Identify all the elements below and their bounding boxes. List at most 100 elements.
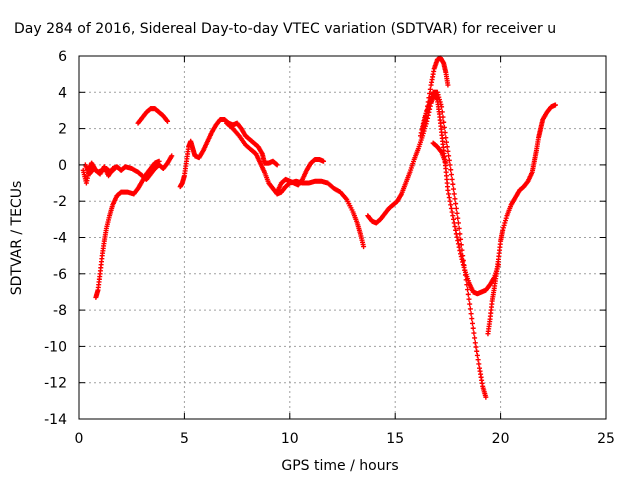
y-tick-label: 2 — [58, 122, 67, 138]
data-point — [437, 99, 443, 105]
x-tick-label: 20 — [492, 431, 510, 447]
data-point — [444, 144, 450, 150]
data-point — [459, 247, 465, 253]
y-tick-label: -8 — [53, 303, 67, 319]
data-point — [450, 181, 456, 187]
data-point — [450, 213, 456, 219]
data-point — [470, 325, 476, 331]
data-point — [446, 153, 452, 159]
series-12 — [485, 102, 558, 337]
data-point — [463, 277, 469, 283]
axis-ticks: 0 5 10 15 20 25 -14 -12 -10 -8 -6 -4 -2 0 2 4 6 — [44, 49, 615, 447]
data-point — [424, 107, 430, 113]
data-point — [476, 361, 482, 367]
data-point — [469, 316, 475, 322]
data-point — [435, 92, 441, 98]
data-point — [420, 123, 426, 129]
series-8 — [365, 91, 501, 297]
data-point — [164, 117, 170, 123]
data-point — [502, 220, 508, 226]
data-point — [274, 162, 280, 168]
data-point — [442, 130, 448, 136]
y-tick-label: -12 — [44, 376, 67, 392]
data-point — [452, 196, 458, 202]
data-point — [465, 291, 471, 297]
data-point — [448, 202, 454, 208]
chart-title: Day 284 of 2016, Sidereal Day-to-day VTE… — [14, 21, 556, 37]
data-point — [427, 91, 433, 97]
y-tick-label: -6 — [53, 267, 67, 283]
data-point — [453, 227, 459, 233]
series-3 — [82, 162, 118, 177]
data-point — [469, 320, 475, 326]
data-point — [464, 282, 470, 288]
data-point — [447, 162, 453, 168]
data-point — [500, 227, 506, 233]
data-point — [467, 301, 473, 307]
data-point — [436, 97, 442, 103]
data-point — [453, 201, 459, 207]
x-tick-label: 10 — [281, 431, 299, 447]
data-point — [451, 220, 457, 226]
data-point — [455, 238, 461, 244]
data-point — [455, 220, 461, 226]
data-point — [451, 191, 457, 197]
data-point — [436, 94, 442, 100]
data-point — [448, 172, 454, 178]
data-point — [439, 104, 445, 110]
y-tick-label: 6 — [58, 49, 67, 65]
series-7 — [274, 156, 327, 195]
data-point — [446, 157, 452, 163]
data-point — [447, 198, 453, 204]
data-point — [448, 167, 454, 173]
data-point — [474, 348, 480, 354]
data-point — [483, 394, 489, 400]
x-tick-label: 0 — [75, 431, 84, 447]
data-point — [112, 166, 118, 172]
data-point — [425, 99, 431, 105]
data-point — [446, 191, 452, 197]
data-point — [421, 120, 427, 126]
data-point — [458, 236, 464, 242]
data-point — [457, 231, 463, 237]
series-11 — [430, 140, 449, 166]
data-point — [165, 118, 171, 124]
y-tick-label: 4 — [58, 85, 67, 101]
data-point — [418, 130, 424, 136]
y-tick-label: -4 — [53, 231, 67, 247]
data-point — [445, 82, 451, 88]
data-series — [80, 55, 558, 400]
series-10 — [420, 55, 451, 132]
data-point — [441, 119, 447, 125]
data-point — [443, 135, 449, 141]
data-point — [452, 224, 458, 230]
series-2 — [93, 158, 162, 300]
y-tick-label: -2 — [53, 194, 67, 210]
data-point — [472, 335, 478, 341]
series-4 — [135, 106, 171, 126]
data-point — [460, 253, 466, 259]
data-point — [455, 241, 461, 247]
data-point — [503, 215, 509, 221]
data-point — [422, 117, 428, 123]
data-point — [451, 216, 457, 222]
x-axis-label: GPS time / hours — [281, 458, 398, 474]
data-point — [443, 160, 449, 166]
data-point — [449, 209, 455, 215]
data-point — [420, 126, 426, 132]
data-point — [460, 257, 466, 263]
data-point — [467, 306, 473, 312]
data-point — [451, 186, 457, 192]
x-tick-label: 25 — [597, 431, 615, 447]
data-point — [501, 222, 507, 228]
data-point — [446, 195, 452, 201]
data-point — [443, 139, 449, 145]
data-point — [434, 89, 440, 95]
y-axis-label: SDTVAR / TECUs — [9, 181, 25, 296]
data-point — [465, 287, 471, 293]
data-point — [503, 218, 509, 224]
y-tick-label: -14 — [44, 412, 67, 428]
data-point — [426, 95, 432, 101]
data-point — [461, 262, 467, 268]
